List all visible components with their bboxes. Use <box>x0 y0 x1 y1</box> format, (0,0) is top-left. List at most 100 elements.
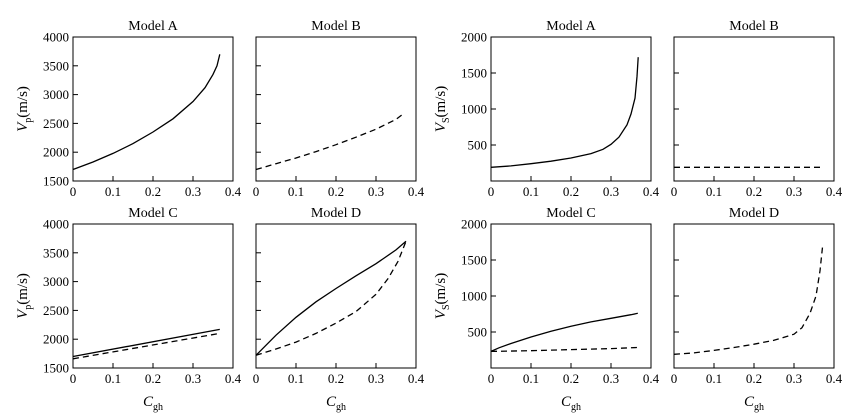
y-tick-label: 2500 <box>43 303 69 318</box>
panel-4: Model B 0 0.1 0.2 0.3 0.4 <box>671 19 843 199</box>
plot-frame <box>490 223 652 369</box>
panel-title: Model A <box>128 19 178 34</box>
series-line-solid <box>255 240 407 356</box>
series-line-dashed <box>255 241 407 356</box>
x-tick-label: 0.4 <box>643 371 660 386</box>
x-axis-label: Cgh <box>561 394 581 413</box>
panel-3: Model A 0 0.1 0.2 0.3 0.4 500 1000 1500 2000 VS(m/… <box>433 19 660 199</box>
y-axis-label-unit: (m/s) <box>15 273 31 305</box>
x-axis-label-main: C <box>744 394 755 410</box>
y-axis-label: Vp(m/s) <box>15 273 34 319</box>
series-line-dashed <box>490 346 638 353</box>
x-axis-label: Cgh <box>143 394 163 413</box>
y-axis-label-sub: p <box>23 305 34 310</box>
x-axis-label: Cgh <box>744 394 764 413</box>
y-axis-label-main: V <box>15 308 31 319</box>
panel-title: Model B <box>311 19 360 34</box>
x-tick-label: 0.4 <box>408 371 425 386</box>
x-tick-label: 0.2 <box>328 371 344 386</box>
x-tick-label: 0.2 <box>563 371 579 386</box>
panel-title: Model C <box>128 206 177 221</box>
y-tick-label: 3500 <box>43 245 69 260</box>
x-tick-label: 0.3 <box>786 371 802 386</box>
x-tick-label: 0.3 <box>185 184 201 199</box>
panel-7: Model C 0 0.1 0.2 0.3 0.4 500 1000 1500 2000 VS(m/… <box>433 206 660 413</box>
y-tick-label: 1000 <box>461 289 487 304</box>
x-tick-label: 0.2 <box>746 371 762 386</box>
y-tick-label: 2000 <box>43 332 69 347</box>
x-axis-label-sub: gh <box>754 402 764 413</box>
plot-frame <box>255 36 417 182</box>
panel-8: Model D 0 0.1 0.2 0.3 0.4 Cgh <box>671 206 843 413</box>
y-axis-label-sub: S <box>441 304 452 310</box>
x-tick-label: 0.4 <box>826 184 843 199</box>
panel-title: Model B <box>729 19 778 34</box>
x-tick-label: 0.4 <box>643 184 660 199</box>
x-axis-label-main: C <box>561 394 572 410</box>
y-axis-label: Vp(m/s) <box>15 86 34 132</box>
x-tick-label: 0.4 <box>225 184 242 199</box>
y-tick-label: 500 <box>468 325 488 340</box>
plot-frame <box>255 223 417 369</box>
y-tick-label: 2500 <box>43 116 69 131</box>
plot-frame <box>72 223 234 369</box>
y-axis-label-main: V <box>433 308 449 319</box>
series-line-dashed <box>72 332 220 360</box>
series-line-solid <box>72 328 220 358</box>
x-tick-label: 0.3 <box>185 371 201 386</box>
x-tick-label: 0.2 <box>746 184 762 199</box>
y-axis-label-main: V <box>433 121 449 132</box>
x-tick-label: 0.3 <box>368 371 384 386</box>
x-tick-label: 0.1 <box>105 371 121 386</box>
x-tick-label: 0.4 <box>225 371 242 386</box>
series-line-solid <box>490 312 638 352</box>
x-tick-label: 0.3 <box>368 184 384 199</box>
plot-frame <box>673 223 835 369</box>
y-axis-label: VS(m/s) <box>433 273 452 319</box>
series-line-dashed <box>255 113 404 171</box>
x-tick-label: 0 <box>671 371 678 386</box>
panel-title: Model D <box>311 206 361 221</box>
x-tick-label: 0.1 <box>288 371 304 386</box>
x-tick-label: 0.2 <box>328 184 344 199</box>
x-tick-label: 0.1 <box>523 184 539 199</box>
y-axis-label-unit: (m/s) <box>433 86 449 118</box>
y-tick-label: 1500 <box>461 253 487 268</box>
x-tick-label: 0 <box>488 184 495 199</box>
y-axis-label-main: V <box>15 121 31 132</box>
y-tick-label: 1000 <box>461 102 487 117</box>
x-tick-label: 0.1 <box>523 371 539 386</box>
x-tick-label: 0.1 <box>706 184 722 199</box>
x-tick-label: 0.3 <box>603 371 619 386</box>
x-axis-label-main: C <box>143 394 154 410</box>
panel-2: Model B 0 0.1 0.2 0.3 0.4 <box>253 19 425 199</box>
x-tick-label: 0 <box>488 371 495 386</box>
x-tick-label: 0.2 <box>145 371 161 386</box>
y-axis-label-sub: S <box>441 117 452 123</box>
x-axis-label-sub: gh <box>336 402 346 413</box>
y-tick-label: 4000 <box>43 217 69 232</box>
x-tick-label: 0 <box>253 371 260 386</box>
x-tick-label: 0.2 <box>145 184 161 199</box>
x-tick-label: 0.1 <box>288 184 304 199</box>
x-tick-label: 0 <box>671 184 678 199</box>
series-line-solid <box>72 54 221 171</box>
y-tick-label: 1500 <box>43 361 69 376</box>
plot-frame <box>673 36 835 182</box>
x-tick-label: 0 <box>70 184 77 199</box>
y-tick-label: 3500 <box>43 58 69 73</box>
x-tick-label: 0.4 <box>826 371 843 386</box>
panel-title: Model D <box>729 206 779 221</box>
x-axis-label-sub: gh <box>153 402 163 413</box>
panel-title: Model C <box>546 206 595 221</box>
x-tick-label: 0 <box>70 371 77 386</box>
x-axis-label-main: C <box>326 394 337 410</box>
x-tick-label: 0 <box>253 184 260 199</box>
series-line-solid <box>490 57 639 168</box>
x-tick-label: 0.2 <box>563 184 579 199</box>
y-tick-label: 1500 <box>43 174 69 189</box>
series-line-dashed <box>673 244 824 355</box>
y-tick-label: 2000 <box>461 217 487 232</box>
x-tick-label: 0.3 <box>603 184 619 199</box>
